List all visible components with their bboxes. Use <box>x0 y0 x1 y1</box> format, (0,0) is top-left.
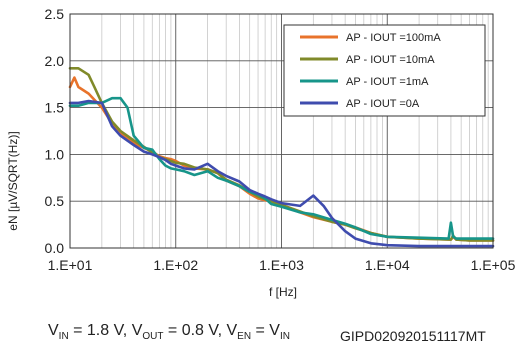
x-tick-label: 1.E+04 <box>365 257 410 273</box>
series-lines <box>68 67 495 248</box>
x-tick-labels: 1.E+01 1.E+02 1.E+03 1.E+04 1.E+05 <box>48 257 516 273</box>
ven-subscript: EN <box>237 331 252 343</box>
y-tick-label: 2.5 <box>45 6 65 22</box>
y-tick-label: 1.5 <box>45 100 65 116</box>
ven-equals-subscript: IN <box>279 331 290 343</box>
y-axis-label: eN [µV/SQRT(Hz)] <box>6 131 20 230</box>
test-conditions: VIN = 1.8 V, VOUT = 0.8 V, VEN = VIN <box>48 322 290 342</box>
y-tick-label: 2.0 <box>45 53 65 69</box>
series-line-3 <box>68 96 495 240</box>
legend-box <box>283 24 486 117</box>
ven-equals: = V <box>251 322 280 339</box>
figure-code: GIPD020920151117MT <box>340 328 486 344</box>
legend: AP - IOUT =100mA AP - IOUT =10mA AP - IOUT… <box>283 24 486 117</box>
vout-subscript: OUT <box>142 331 164 343</box>
minor-gridlines <box>101 14 489 248</box>
x-tick-label: 1.E+03 <box>259 257 304 273</box>
vout-label: V <box>131 322 143 339</box>
vin-value: = 1.8 V, <box>68 322 132 339</box>
vout-value: = 0.8 V, <box>163 322 227 339</box>
x-tick-label: 1.E+02 <box>153 257 198 273</box>
legend-label: AP - IOUT =10mA <box>346 54 435 66</box>
legend-label: AP - IOUT =0A <box>346 98 420 110</box>
x-axis-label: f [Hz] <box>269 285 297 299</box>
x-tick-label: 1.E+05 <box>471 257 516 273</box>
y-tick-label: 0.5 <box>45 193 65 209</box>
y-tick-label: 0.0 <box>45 240 65 256</box>
y-tick-labels: 0.0 0.5 1.0 1.5 2.0 2.5 <box>45 6 65 256</box>
ven-label: V <box>226 322 238 339</box>
y-tick-label: 1.0 <box>45 146 65 162</box>
legend-label: AP - IOUT =1mA <box>346 76 429 88</box>
legend-label: AP - IOUT =100mA <box>346 32 441 44</box>
x-tick-label: 1.E+01 <box>48 257 93 273</box>
vin-subscript: IN <box>58 331 69 343</box>
plot-frame <box>69 13 494 249</box>
vin-label: V <box>48 322 59 339</box>
series-line-4 <box>68 99 495 248</box>
